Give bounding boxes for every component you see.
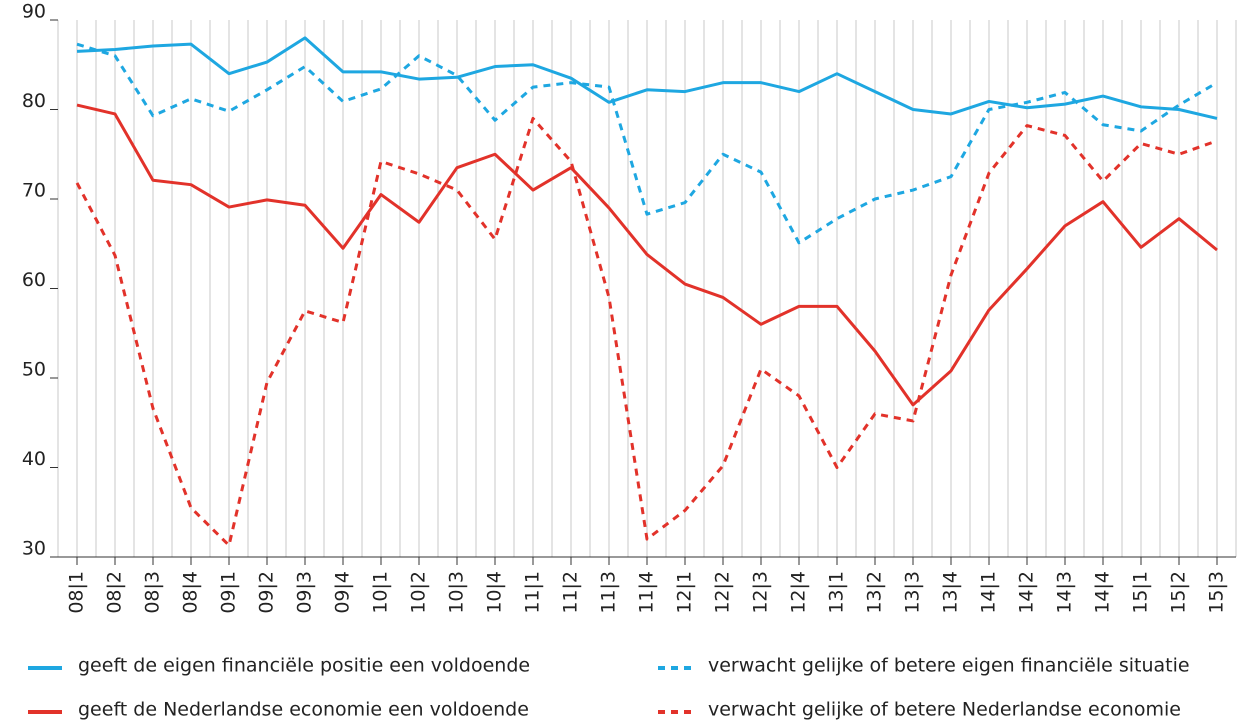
x-tick-label: 14|4: [1092, 571, 1114, 614]
y-tick-label: 80: [22, 90, 46, 112]
x-tick-label: 13|2: [864, 571, 886, 614]
y-tick-label: 60: [22, 269, 46, 291]
x-tick-label: 12|4: [788, 571, 810, 614]
x-tick-label: 12|3: [750, 571, 772, 614]
x-tick-label: 11|4: [636, 571, 658, 614]
legend-label: geeft de Nederlandse economie een voldoe…: [78, 699, 529, 721]
x-tick-label: 15|1: [1130, 571, 1152, 614]
x-tick-label: 08|1: [66, 571, 88, 614]
x-tick-label: 13|4: [940, 571, 962, 614]
y-tick-label: 50: [22, 359, 46, 381]
x-tick-label: 08|2: [104, 571, 126, 614]
x-tick-label: 14|1: [978, 571, 1000, 614]
x-tick-label: 13|3: [902, 571, 924, 614]
y-tick-label: 30: [22, 538, 46, 560]
y-tick-label: 90: [22, 1, 46, 23]
legend-label: verwacht gelijke of betere eigen financi…: [708, 655, 1190, 677]
x-tick-label: 14|3: [1054, 571, 1076, 614]
series-line: [76, 103, 1218, 407]
legend-label: verwacht gelijke of betere Nederlandse e…: [708, 699, 1181, 721]
x-tick-label: 08|3: [142, 571, 164, 614]
x-tick-label: 11|1: [522, 571, 544, 614]
y-tick-label: 70: [22, 180, 46, 202]
x-tick-label: 11|2: [560, 571, 582, 614]
y-tick-label: 40: [22, 448, 46, 470]
series-line: [76, 36, 1218, 120]
x-tick-label: 15|3: [1206, 571, 1228, 614]
x-tick-label: 12|1: [674, 571, 696, 614]
x-tick-label: 10|2: [408, 571, 430, 614]
series-line: [75, 116, 1218, 547]
x-tick-label: 09|4: [332, 571, 354, 614]
x-tick-label: 12|2: [712, 571, 734, 614]
x-tick-label: 13|1: [826, 571, 848, 614]
x-tick-label: 08|4: [180, 571, 202, 614]
x-tick-label: 10|4: [484, 571, 506, 614]
x-tick-label: 10|1: [370, 571, 392, 614]
legend-label: geeft de eigen financiële positie een vo…: [78, 655, 530, 677]
x-tick-label: 14|2: [1016, 571, 1038, 614]
x-tick-label: 09|2: [256, 571, 278, 614]
x-tick-label: 10|3: [446, 571, 468, 614]
x-tick-label: 11|3: [598, 571, 620, 614]
series-line: [76, 42, 1218, 245]
x-tick-label: 09|1: [218, 571, 240, 614]
x-tick-label: 15|2: [1168, 571, 1190, 614]
x-tick-label: 09|3: [294, 571, 316, 614]
